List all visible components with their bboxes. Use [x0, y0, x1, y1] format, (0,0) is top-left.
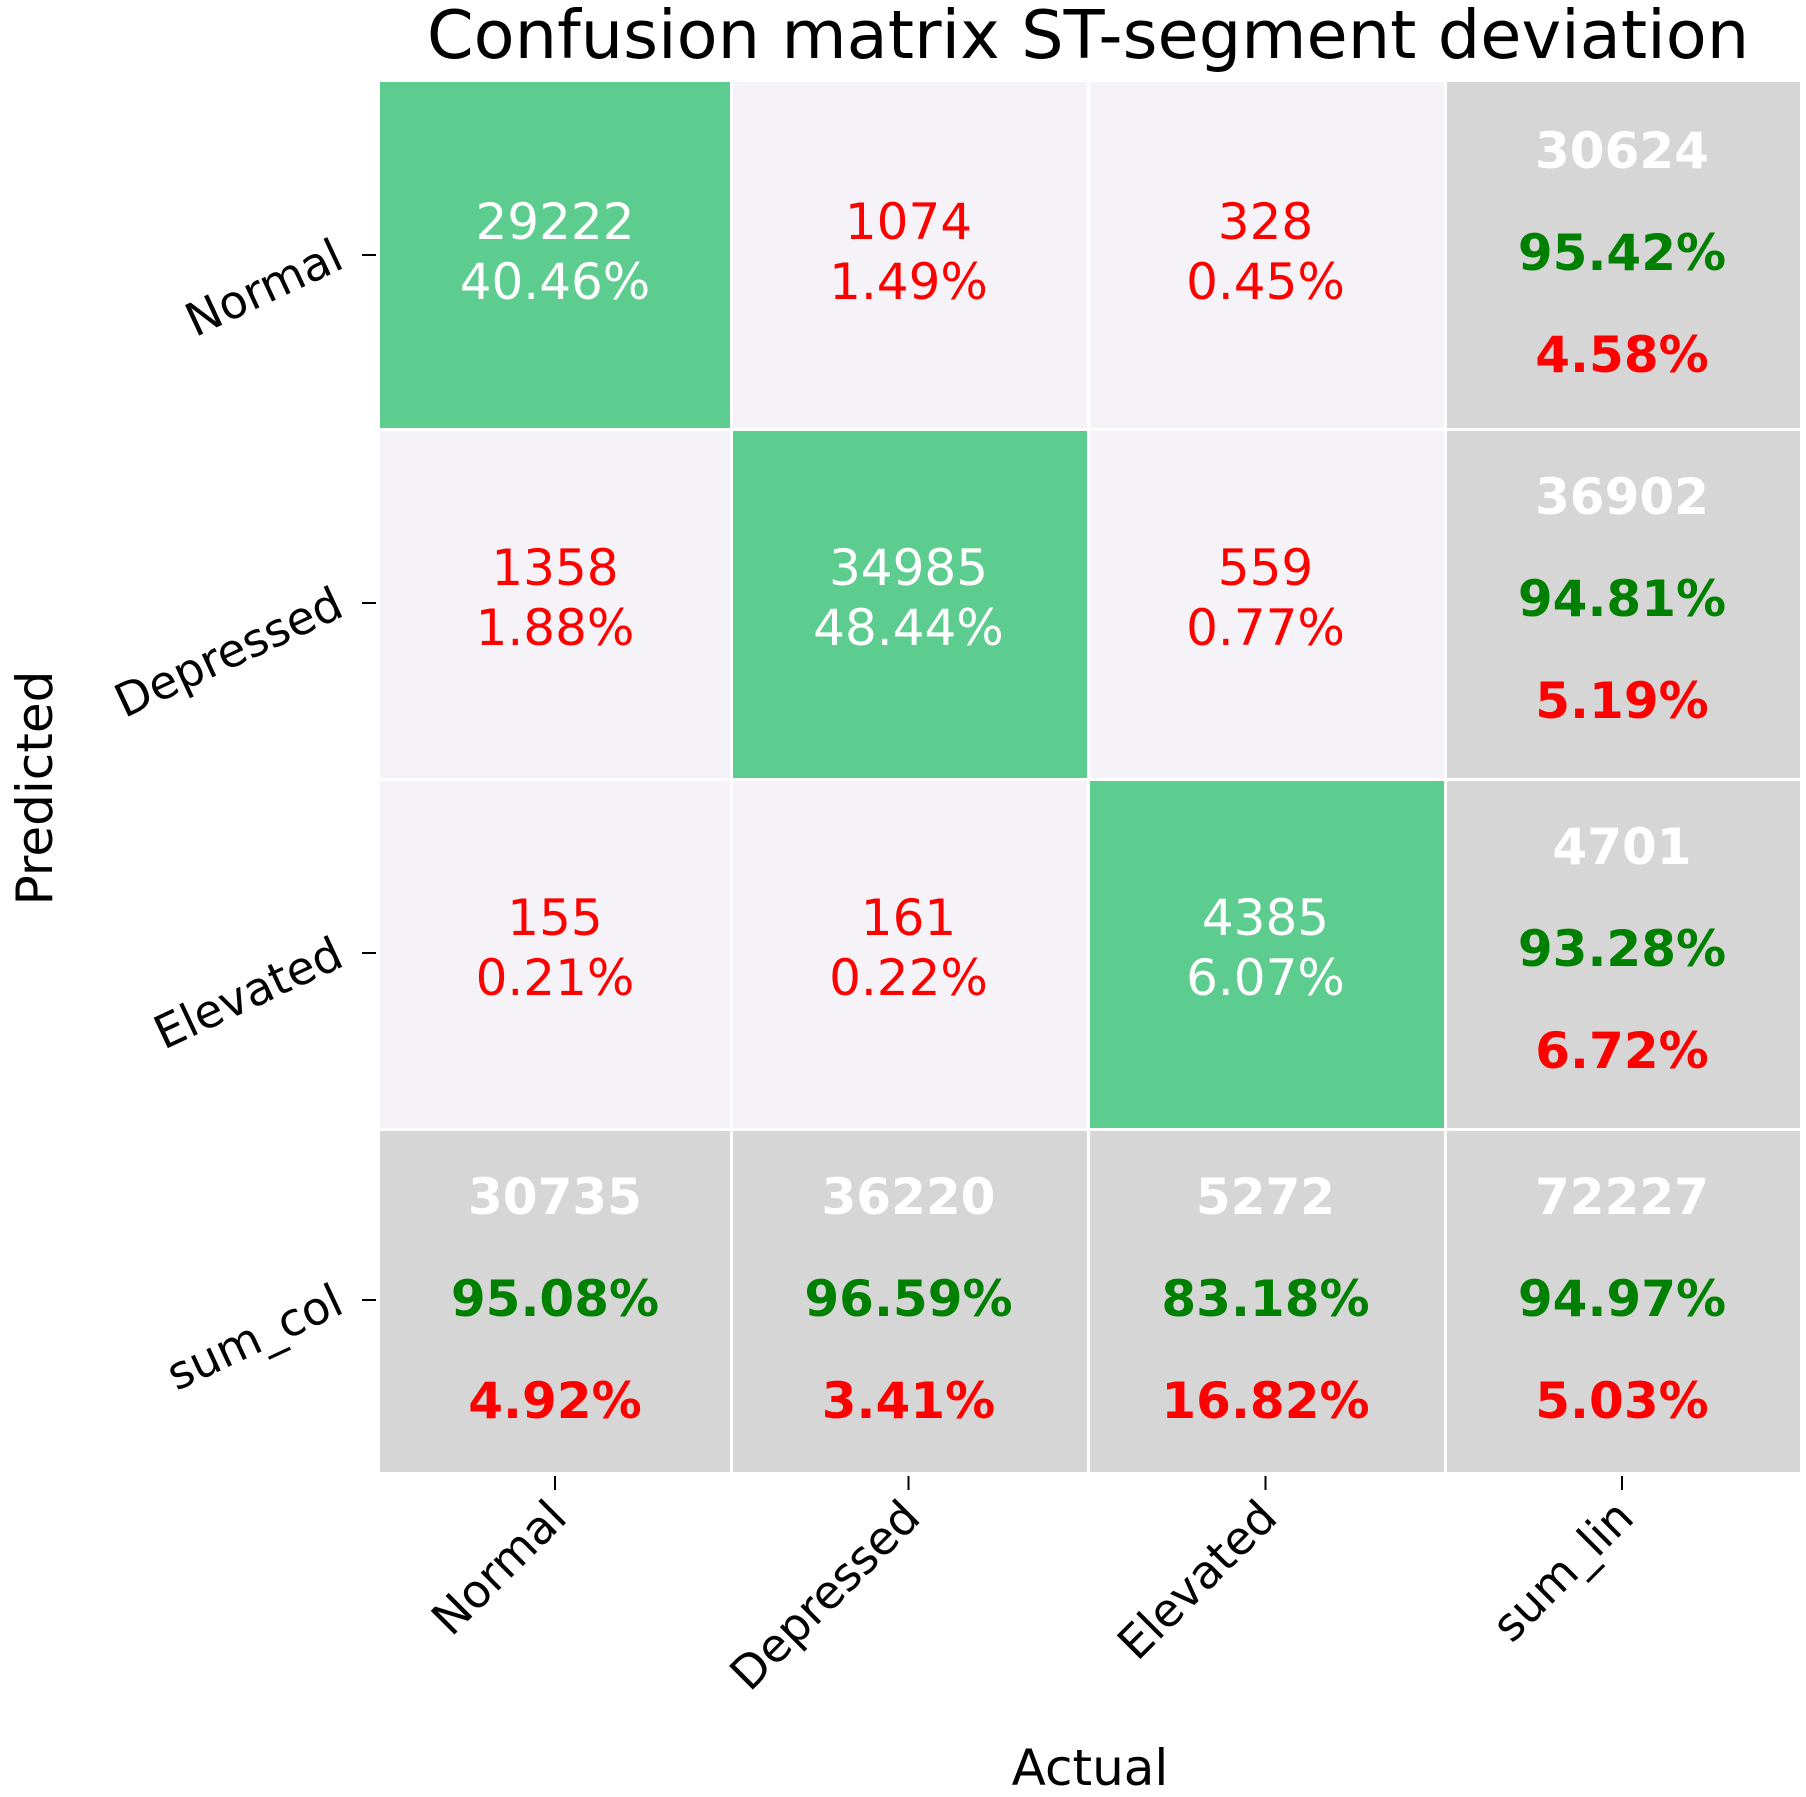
cell-background	[733, 781, 1087, 1128]
cell-background	[733, 82, 1087, 428]
summary-correct: 95.42%	[1518, 224, 1726, 282]
cell-count: 1358	[491, 539, 618, 597]
cell-count: 1074	[845, 193, 972, 251]
cell-background	[733, 1131, 1087, 1472]
cell-percent: 1.88%	[476, 599, 635, 657]
cell-count: 328	[1218, 193, 1313, 251]
x-tick-label: sum_lin	[1481, 1490, 1643, 1652]
cell-percent: 0.22%	[829, 949, 988, 1007]
summary-cell: 72227 94.97% 5.03%	[1447, 1131, 1800, 1472]
cell-percent: 6.07%	[1186, 949, 1345, 1007]
y-tick-label: Normal	[177, 228, 351, 347]
cell-count: 559	[1218, 539, 1313, 597]
x-axis-ticks: Normal Depressed Elevated sum_lin	[421, 1476, 1644, 1701]
summary-cell: 5272 83.18% 16.82%	[1090, 1131, 1444, 1472]
summary-total: 72227	[1535, 1168, 1709, 1226]
summary-correct: 96.59%	[804, 1270, 1012, 1328]
cell-percent: 1.49%	[829, 253, 988, 311]
summary-total: 30624	[1535, 122, 1709, 180]
summary-error: 16.82%	[1161, 1372, 1369, 1430]
summary-total: 30735	[468, 1168, 642, 1226]
cell-percent: 0.21%	[476, 949, 635, 1007]
summary-error: 3.41%	[822, 1372, 995, 1430]
y-tick-label: Depressed	[106, 576, 350, 728]
x-tick-label: Normal	[421, 1490, 577, 1646]
summary-total: 36902	[1535, 468, 1709, 526]
cell-background	[1090, 781, 1444, 1128]
cell-count: 155	[507, 889, 602, 947]
cell-background	[1090, 431, 1444, 778]
cell-background	[380, 1131, 730, 1472]
cell-background	[733, 431, 1087, 778]
cell-percent: 0.45%	[1186, 253, 1345, 311]
cell-percent: 40.46%	[460, 253, 651, 311]
summary-cell: 30735 95.08% 4.92%	[380, 1131, 730, 1472]
y-tick-label: sum_col	[158, 1273, 350, 1401]
cell-background	[1090, 1131, 1444, 1472]
summary-cell: 36220 96.59% 3.41%	[733, 1131, 1087, 1472]
x-tick-label: Elevated	[1107, 1490, 1287, 1670]
summary-total: 4701	[1552, 818, 1691, 876]
summary-error: 5.19%	[1535, 672, 1708, 730]
summary-total: 36220	[822, 1168, 996, 1226]
cell-background	[1447, 781, 1800, 1128]
cell-count: 4385	[1202, 889, 1329, 947]
cell-background	[380, 82, 730, 428]
cell-background	[380, 781, 730, 1128]
summary-correct: 83.18%	[1161, 1270, 1369, 1328]
x-tick-label: Depressed	[719, 1490, 930, 1701]
chart-title: Confusion matrix ST-segment deviation	[427, 0, 1749, 74]
summary-correct: 95.08%	[451, 1270, 659, 1328]
cell-count: 161	[861, 889, 956, 947]
summary-error: 5.03%	[1535, 1372, 1708, 1430]
x-axis-label: Actual	[1012, 1739, 1169, 1797]
summary-error: 6.72%	[1535, 1022, 1708, 1080]
y-axis-ticks: Normal Depressed Elevated sum_col	[106, 228, 376, 1401]
summary-error: 4.92%	[468, 1372, 641, 1430]
summary-cell: 30624 95.42% 4.58%	[1447, 82, 1800, 428]
cell-count: 29222	[475, 193, 634, 251]
cell-background	[1447, 431, 1800, 778]
summary-cell: 4701 93.28% 6.72%	[1447, 781, 1800, 1128]
cell-percent: 0.77%	[1186, 599, 1345, 657]
summary-correct: 94.97%	[1518, 1270, 1726, 1328]
cell-count: 34985	[829, 539, 988, 597]
summary-correct: 93.28%	[1518, 920, 1726, 978]
matrix-cells: 2922240.46%10741.49%3280.45%3062495.42%4…	[380, 82, 1800, 1472]
y-tick-label: Elevated	[146, 926, 351, 1060]
y-axis-label: Predicted	[6, 671, 64, 906]
cell-percent: 48.44%	[813, 599, 1004, 657]
summary-error: 4.58%	[1535, 326, 1708, 384]
summary-correct: 94.81%	[1518, 570, 1726, 628]
summary-cell: 36902 94.81% 5.19%	[1447, 431, 1800, 778]
cell-background	[1090, 82, 1444, 428]
summary-total: 5272	[1196, 1168, 1335, 1226]
cell-background	[1447, 1131, 1800, 1472]
cell-background	[380, 431, 730, 778]
cell-background	[1447, 82, 1800, 428]
